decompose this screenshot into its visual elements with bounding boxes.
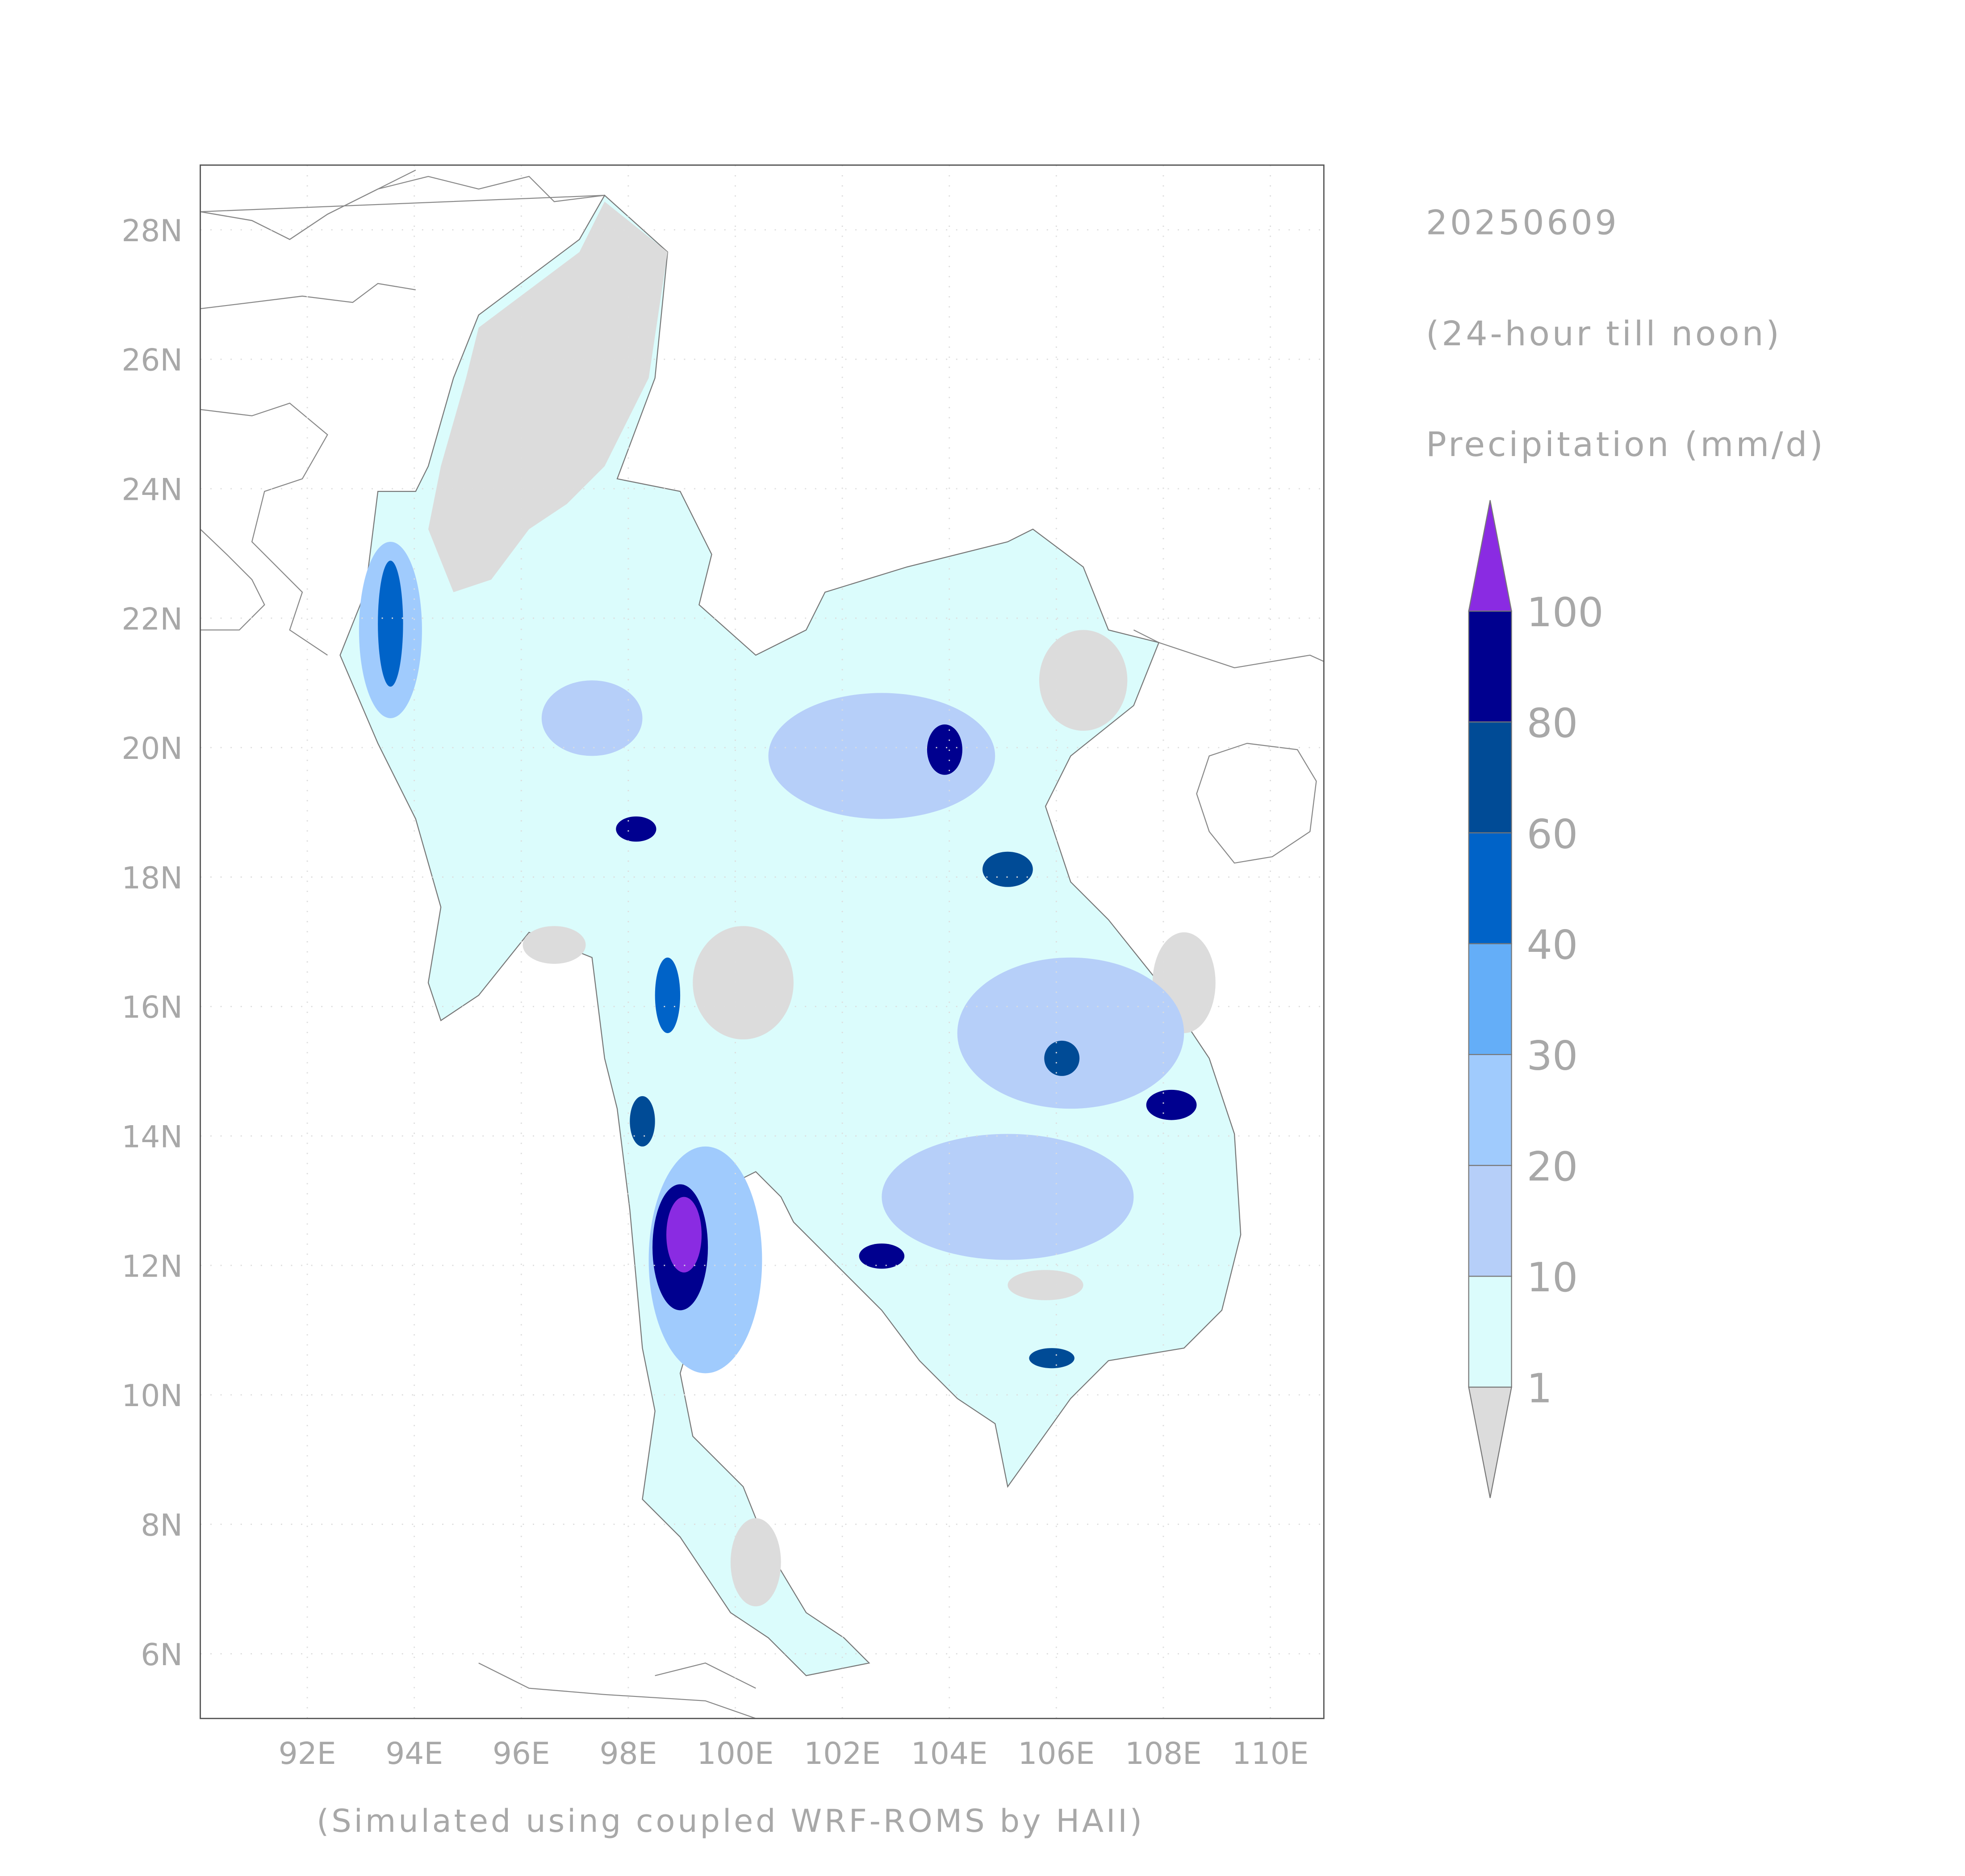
colorbar-segment <box>1468 721 1512 833</box>
title: 20250609 <box>1426 203 1619 243</box>
y-tick-label: 10N <box>121 1378 183 1413</box>
subtitle: (24-hour till noon) <box>1426 314 1782 353</box>
map <box>200 169 1324 1719</box>
x-tick-label: 96E <box>493 1736 550 1771</box>
x-tick-label: 94E <box>385 1736 443 1771</box>
colorbar-segment <box>1468 1054 1512 1166</box>
x-tick-label: 108E <box>1125 1736 1202 1771</box>
colorbar-label: 80 <box>1526 700 1578 747</box>
x-tick-label: 102E <box>804 1736 881 1771</box>
y-tick-label: 18N <box>121 860 183 896</box>
y-tick-label: 26N <box>121 343 183 378</box>
y-tick-label: 12N <box>121 1248 183 1284</box>
y-tick-label: 28N <box>121 213 183 248</box>
colorbar-segment <box>1468 1164 1512 1277</box>
y-tick-label: 14N <box>121 1119 183 1155</box>
colorbar-segment <box>1468 943 1512 1055</box>
y-tick-label: 16N <box>121 990 183 1025</box>
colorbar-label: 10 <box>1526 1254 1578 1301</box>
x-tick-label: 106E <box>1018 1736 1095 1771</box>
rain-areas <box>359 541 1197 1374</box>
colorbar-extend-low <box>1468 1386 1512 1498</box>
colorbar-label: 30 <box>1526 1033 1578 1080</box>
y-tick-label: 6N <box>141 1637 183 1672</box>
colorbar-segment <box>1468 610 1512 723</box>
colorbar-label: 60 <box>1526 811 1578 858</box>
caption: (Simulated using coupled WRF-ROMS by HAI… <box>317 1803 1145 1839</box>
x-tick-label: 104E <box>911 1736 988 1771</box>
colorbar-label: 40 <box>1526 922 1578 969</box>
x-tick-label: 110E <box>1232 1736 1309 1771</box>
x-tick-label: 92E <box>279 1736 336 1771</box>
dry-areas <box>428 201 1216 1607</box>
x-tick-label: 98E <box>599 1736 657 1771</box>
colorbar-segment <box>1468 832 1512 944</box>
colorbar-label: 1 <box>1526 1365 1552 1412</box>
colorbar-label: 20 <box>1526 1143 1578 1190</box>
colorbar-extend-high <box>1468 500 1512 612</box>
colorbar-label: 100 <box>1526 589 1603 636</box>
y-tick-label: 22N <box>121 601 183 636</box>
colorbar-label: Precipitation (mm/d) <box>1426 424 1826 464</box>
map-frame <box>200 164 1325 1719</box>
colorbar-segment <box>1468 1276 1512 1388</box>
y-tick-label: 8N <box>141 1508 183 1543</box>
y-tick-label: 20N <box>121 731 183 766</box>
y-tick-label: 24N <box>121 472 183 507</box>
neighbour-borders <box>200 169 1324 1719</box>
x-tick-label: 100E <box>697 1736 774 1771</box>
